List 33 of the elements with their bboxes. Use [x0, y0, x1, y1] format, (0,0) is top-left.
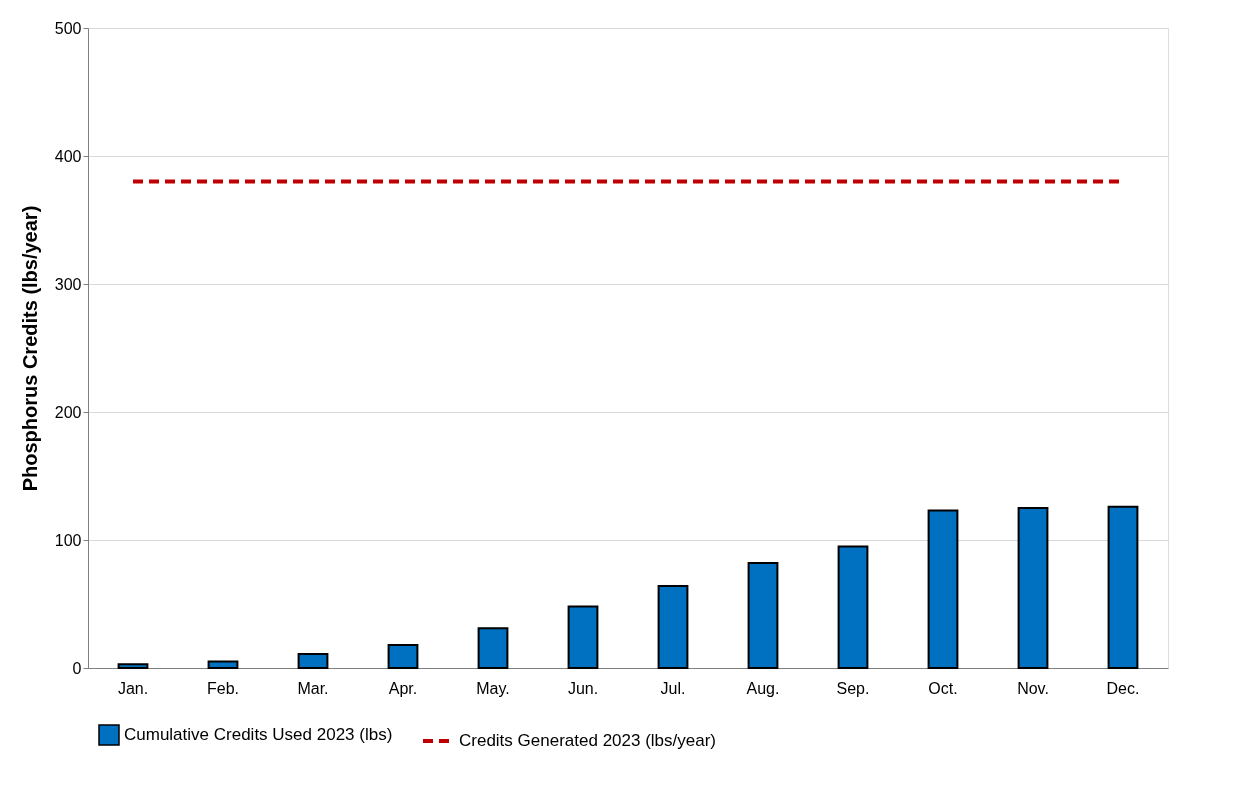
bar — [747, 562, 779, 669]
y-tick-label: 300 — [54, 275, 82, 293]
bar — [837, 545, 869, 669]
bar — [1107, 505, 1139, 669]
y-tick-label: 100 — [54, 531, 82, 549]
x-tick-label: Feb. — [206, 679, 240, 697]
y-axis-title: Phosphorus Credits (lbs/year) — [18, 205, 41, 492]
bar — [657, 585, 689, 669]
x-tick-label: Sep. — [836, 679, 870, 697]
bar — [207, 660, 239, 669]
x-tick-label: Apr. — [388, 679, 418, 697]
legend-label: Credits Generated 2023 (lbs/year) — [459, 731, 717, 750]
y-tick-label: 200 — [54, 403, 82, 421]
bar — [117, 663, 149, 669]
x-tick-label: Nov. — [1017, 679, 1049, 697]
y-tick-label: 500 — [54, 19, 82, 37]
y-tick-label: 400 — [54, 147, 82, 165]
x-tick-label: Oct. — [928, 679, 958, 697]
x-tick-label: Jul. — [660, 679, 686, 697]
bar — [477, 627, 509, 669]
bar — [387, 643, 419, 669]
bar — [567, 605, 599, 669]
x-tick-label: May. — [476, 679, 510, 697]
legend-label: Cumulative Credits Used 2023 (lbs) — [124, 725, 393, 744]
x-tick-label: Jan. — [117, 679, 149, 697]
x-tick-label: Jun. — [567, 679, 599, 697]
x-tick-label: Aug. — [746, 679, 780, 697]
bar — [927, 509, 959, 669]
bar — [297, 652, 329, 669]
bar — [1017, 507, 1049, 669]
y-tick-label: 0 — [72, 659, 82, 677]
x-tick-label: Mar. — [297, 679, 329, 697]
x-tick-label: Dec. — [1106, 679, 1140, 697]
